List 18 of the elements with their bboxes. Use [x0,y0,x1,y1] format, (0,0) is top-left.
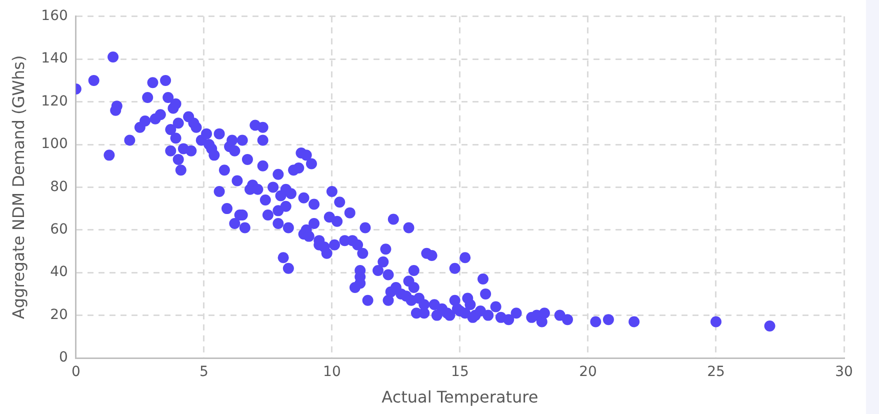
y-tick-label: 80 [50,178,68,195]
x-tick-label: 30 [835,364,853,380]
y-tick-label: 160 [41,8,68,24]
x-axis-title: Actual Temperature [382,388,538,407]
y-tick-label: 0 [59,350,68,366]
x-tick-label: 10 [323,364,341,380]
x-tick-label: 25 [707,364,725,380]
x-tick-label: 0 [71,364,80,380]
y-tick-label: 100 [41,136,68,152]
x-tick-label: 5 [199,364,208,380]
x-tick-label: 15 [451,364,469,380]
y-tick-label: 60 [50,222,68,238]
y-tick-label: 120 [41,93,68,110]
y-tick-label: 40 [50,264,68,280]
y-axis-title: Aggregate NDM Demand (GWhs) [8,55,28,320]
y-tick-label: 140 [41,50,68,67]
y-tick-label: 20 [50,306,68,323]
x-tick-label: 20 [579,364,597,380]
